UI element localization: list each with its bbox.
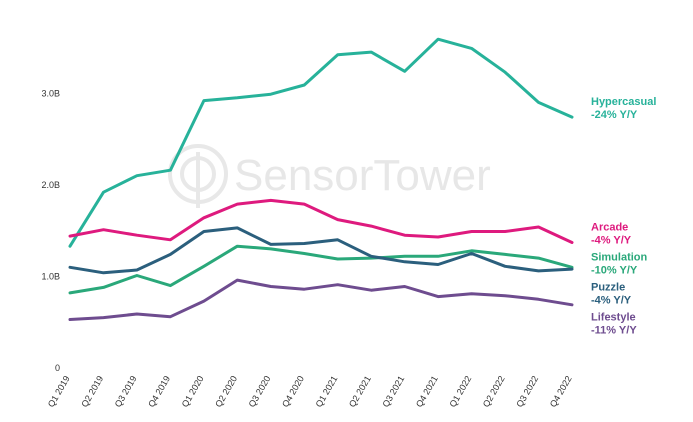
legend-lifestyle-change: -11% Y/Y bbox=[591, 325, 637, 337]
legend-arcade-name: Arcade bbox=[591, 222, 628, 234]
x-tick-label: Q4 2022 bbox=[548, 374, 574, 409]
x-tick-label: Q2 2020 bbox=[213, 374, 239, 409]
legend-simulation-change: -10% Y/Y bbox=[591, 265, 638, 277]
x-tick-label: Q2 2022 bbox=[481, 374, 507, 409]
y-tick-label: 1.0B bbox=[41, 271, 60, 281]
y-tick-label: 2.0B bbox=[41, 180, 60, 190]
series-line-arcade bbox=[68, 198, 574, 244]
x-tick-label: Q3 2019 bbox=[113, 374, 139, 409]
series-line-hypercasual bbox=[68, 37, 574, 248]
series-line-lifestyle bbox=[68, 278, 574, 321]
watermark: SensorTower bbox=[168, 144, 491, 208]
legend-puzzle-name: Puzzle bbox=[591, 282, 625, 294]
sensor-tower-logo-icon bbox=[168, 144, 228, 208]
x-tick-label: Q1 2019 bbox=[46, 374, 72, 409]
watermark-text: SensorTower bbox=[234, 151, 491, 200]
x-tick-label: Q4 2020 bbox=[280, 374, 306, 409]
x-tick-label: Q1 2021 bbox=[314, 374, 340, 409]
legend-puzzle-change: -4% Y/Y bbox=[591, 295, 632, 307]
x-tick-label: Q4 2021 bbox=[414, 374, 440, 409]
y-tick-label: 3.0B bbox=[41, 88, 60, 98]
series-line-puzzle bbox=[68, 226, 574, 275]
x-tick-label: Q4 2019 bbox=[146, 374, 172, 409]
y-tick-label: 0 bbox=[55, 363, 60, 373]
x-tick-label: Q3 2022 bbox=[514, 374, 540, 409]
x-tick-label: Q3 2020 bbox=[247, 374, 273, 409]
legend-hypercasual-change: -24% Y/Y bbox=[591, 109, 638, 121]
series-line-simulation bbox=[68, 244, 574, 295]
series-lines bbox=[68, 37, 574, 321]
x-tick-label: Q2 2019 bbox=[79, 374, 105, 409]
x-tick-label: Q2 2021 bbox=[347, 374, 373, 409]
x-tick-label: Q1 2022 bbox=[447, 374, 473, 409]
legend-hypercasual-name: Hypercasual bbox=[591, 96, 656, 108]
legend-arcade-change: -4% Y/Y bbox=[591, 235, 632, 247]
x-tick-label: Q3 2021 bbox=[380, 374, 406, 409]
x-tick-label: Q1 2020 bbox=[180, 374, 206, 409]
axes: 0 1.0B 2.0B 3.0B Q1 2019 Q2 2019 Q3 2019 Q4 201… bbox=[41, 88, 573, 409]
legend-simulation-name: Simulation bbox=[591, 252, 648, 264]
legend-lifestyle-name: Lifestyle bbox=[591, 312, 636, 324]
